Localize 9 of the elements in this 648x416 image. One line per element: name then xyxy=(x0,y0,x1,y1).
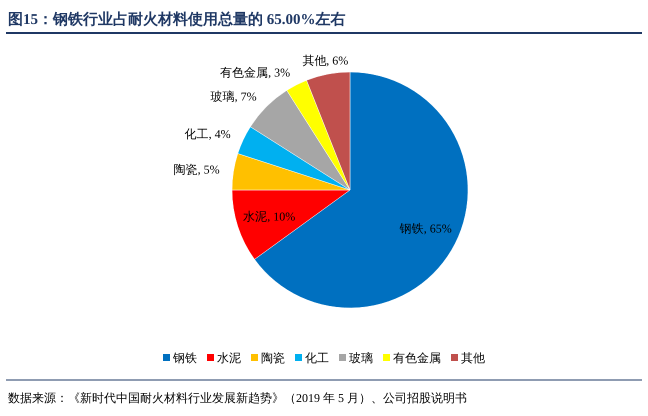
source: 数据来源：《新时代中国耐火材料行业发展新趋势》（2019 年 5 月）、公司招股说明书 xyxy=(8,391,467,405)
legend-label: 化工 xyxy=(305,351,329,365)
legend-label: 有色金属 xyxy=(393,351,441,365)
legend-label: 其他 xyxy=(461,351,485,365)
legend-label: 钢铁 xyxy=(172,351,197,365)
legend-label: 玻璃 xyxy=(349,351,373,365)
title: 图15：钢铁行业占耐火材料使用总量的 65.00%左右 xyxy=(8,12,346,28)
legend-label: 陶瓷 xyxy=(261,351,285,365)
legend-label: 水泥 xyxy=(217,351,241,365)
